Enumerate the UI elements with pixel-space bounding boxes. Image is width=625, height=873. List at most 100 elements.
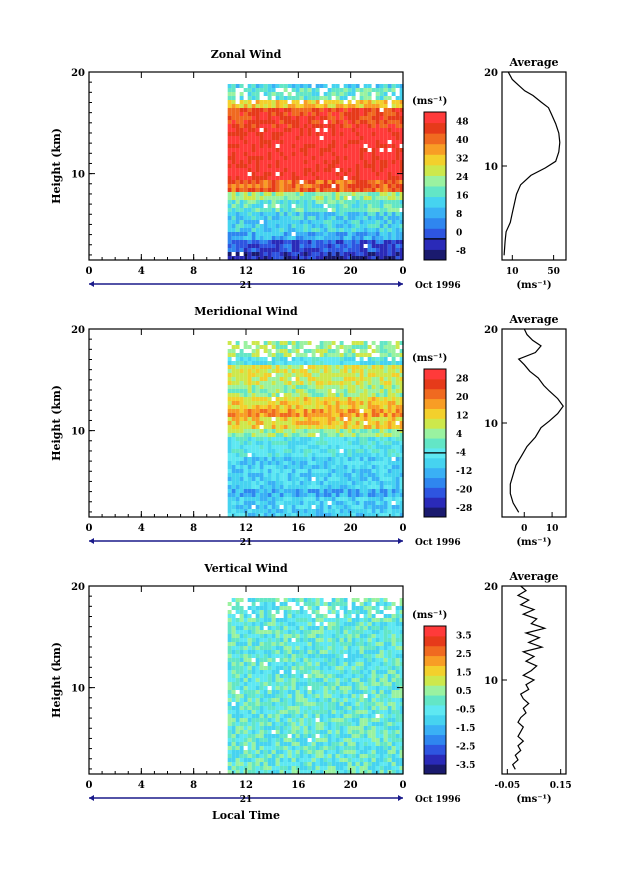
heatmap-cell: [283, 357, 288, 361]
heatmap-cell: [295, 493, 300, 497]
heatmap-cell: [287, 132, 292, 136]
heatmap-cell: [279, 208, 284, 212]
heatmap-cell: [295, 361, 300, 365]
heatmap-cell: [371, 385, 376, 389]
heatmap-cell: [351, 152, 356, 156]
heatmap-cell: [351, 417, 356, 421]
heatmap-cell: [375, 485, 380, 489]
heatmap-cell: [343, 361, 348, 365]
heatmap-cell: [251, 156, 256, 160]
colorbar-segment: [424, 143, 446, 155]
heatmap-cell: [383, 144, 388, 148]
heatmap-cell: [327, 128, 332, 132]
heatmap-cell: [295, 345, 300, 349]
heatmap-cell: [287, 108, 292, 112]
heatmap-cell: [347, 349, 352, 353]
heatmap-cell: [247, 393, 252, 397]
heatmap-cell: [363, 196, 368, 200]
heatmap-cell: [247, 164, 252, 168]
heatmap-cell: [279, 465, 284, 469]
heatmap-cell: [307, 176, 312, 180]
heatmap-cell: [291, 108, 296, 112]
heatmap-cell: [251, 160, 256, 164]
heatmap-cell: [235, 409, 240, 413]
heatmap-cell: [279, 437, 284, 441]
heatmap-cell: [291, 120, 296, 124]
heatmap-cell: [239, 481, 244, 485]
heatmap-cell: [315, 120, 320, 124]
heatmap-cell: [359, 144, 364, 148]
heatmap-cell: [399, 638, 404, 642]
heatmap-cell: [379, 180, 384, 184]
heatmap-cell: [247, 397, 252, 401]
heatmap-cell: [323, 505, 328, 509]
heatmap-cell: [315, 449, 320, 453]
heatmap-cell: [231, 84, 236, 88]
heatmap-cell: [251, 662, 256, 666]
heatmap-cell: [255, 357, 260, 361]
heatmap-cell: [383, 481, 388, 485]
heatmap-cell: [227, 485, 232, 489]
heatmap-cell: [363, 240, 368, 244]
heatmap-cell: [259, 397, 264, 401]
heatmap-cell: [327, 618, 332, 622]
heatmap-cell: [383, 606, 388, 610]
heatmap-cell: [383, 184, 388, 188]
heatmap-cell: [247, 509, 252, 513]
heatmap-cell: [347, 192, 352, 196]
heatmap-cell: [287, 437, 292, 441]
heatmap-cell: [359, 377, 364, 381]
heatmap-cell: [375, 128, 380, 132]
heatmap-cell: [295, 236, 300, 240]
heatmap-cell: [335, 349, 340, 353]
heatmap-cell: [231, 369, 236, 373]
heatmap-cell: [303, 445, 308, 449]
heatmap-cell: [355, 100, 360, 104]
heatmap-cell: [251, 132, 256, 136]
heatmap-cell: [399, 345, 404, 349]
heatmap-cell: [395, 345, 400, 349]
heatmap-cell: [351, 385, 356, 389]
heatmap-cell: [299, 373, 304, 377]
heatmap-cell: [271, 606, 276, 610]
heatmap-cell: [339, 252, 344, 256]
heatmap-cell: [275, 453, 280, 457]
heatmap-cell: [395, 457, 400, 461]
heatmap-cell: [331, 212, 336, 216]
heatmap-cell: [263, 413, 268, 417]
heatmap-cell: [295, 429, 300, 433]
heatmap-cell: [363, 598, 368, 602]
heatmap-cell: [299, 244, 304, 248]
heatmap-cell: [283, 666, 288, 670]
heatmap-cell: [315, 373, 320, 377]
heatmap-cell: [371, 493, 376, 497]
heatmap-cell: [303, 256, 308, 260]
heatmap-cell: [251, 140, 256, 144]
heatmap-cell: [267, 497, 272, 501]
heatmap-cell: [259, 634, 264, 638]
heatmap-cell: [235, 377, 240, 381]
heatmap-cell: [267, 437, 272, 441]
heatmap-cell: [347, 634, 352, 638]
heatmap-cell: [275, 365, 280, 369]
heatmap-cell: [343, 674, 348, 678]
heatmap-cell: [271, 666, 276, 670]
heatmap-cell: [355, 513, 360, 517]
heatmap-cell: [367, 228, 372, 232]
heatmap-cell: [391, 124, 396, 128]
heatmap-cell: [351, 232, 356, 236]
heatmap-cell: [355, 200, 360, 204]
heatmap-cell: [327, 84, 332, 88]
heatmap-cell: [247, 501, 252, 505]
heatmap-cell: [255, 602, 260, 606]
heatmap-cell: [259, 361, 264, 365]
heatmap-cell: [235, 417, 240, 421]
heatmap-cell: [271, 473, 276, 477]
heatmap-cell: [267, 614, 272, 618]
heatmap-cell: [323, 481, 328, 485]
heatmap-cell: [335, 445, 340, 449]
heatmap-cell: [327, 610, 332, 614]
heatmap-cell: [307, 377, 312, 381]
heatmap-cell: [391, 200, 396, 204]
heatmap-cell: [259, 148, 264, 152]
